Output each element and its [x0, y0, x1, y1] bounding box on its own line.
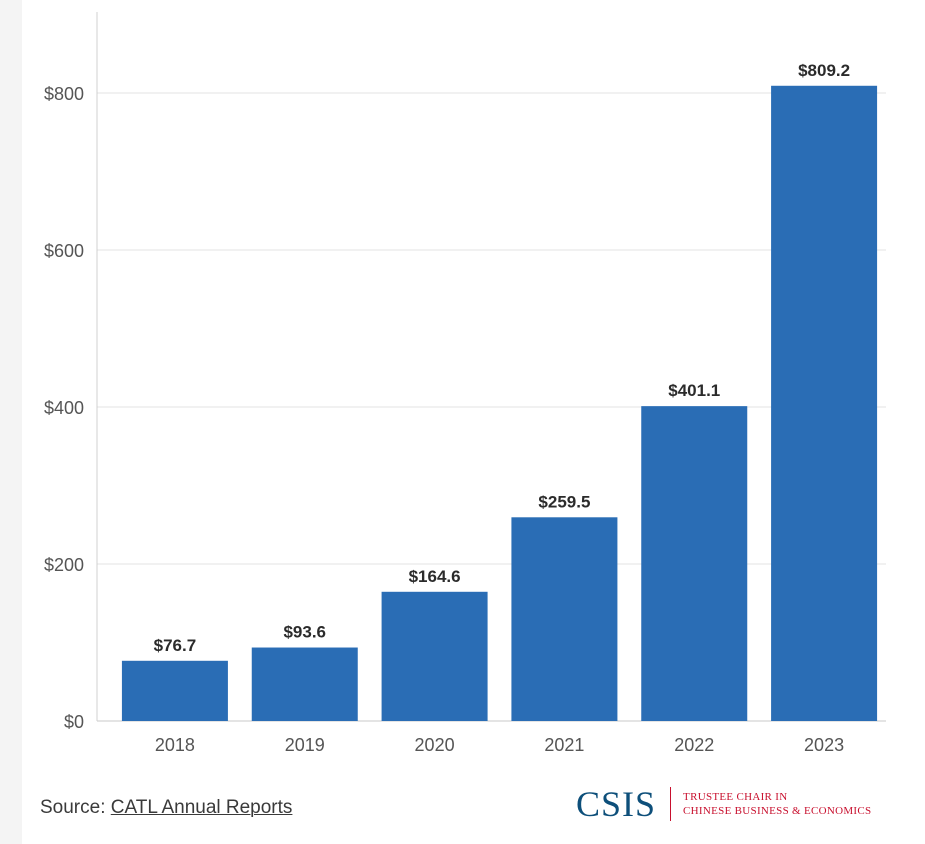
- x-tick-label: 2019: [285, 735, 325, 755]
- bar: [121, 660, 228, 721]
- source-link[interactable]: CATL Annual Reports: [110, 797, 293, 818]
- source-prefix: Source:: [40, 797, 106, 818]
- bar: [381, 591, 488, 721]
- bars: [121, 85, 878, 721]
- logo-line-1: TRUSTEE CHAIR IN: [683, 791, 788, 803]
- bar-value-label: $809.2: [798, 61, 850, 80]
- y-tick-label: $800: [44, 84, 84, 104]
- csis-wordmark: CSIS: [576, 784, 657, 824]
- logo-divider: [670, 787, 672, 821]
- x-tick-label: 2020: [415, 735, 455, 755]
- logo-line-2: CHINESE BUSINESS & ECONOMICS: [683, 805, 872, 817]
- x-tick-label: 2022: [674, 735, 714, 755]
- tick-labels: $0 $200 $400 $600 $800 2018 2019 2020 2021 2022 20…: [44, 84, 844, 755]
- data-labels: $76.7 $93.6 $164.6 $259.5 $401.1 $809.2: [154, 61, 850, 655]
- y-tick-label: $400: [44, 398, 84, 418]
- source-note: Source: CATL Annual Reports: [40, 797, 292, 819]
- gridlines: [97, 92, 886, 722]
- bar: [641, 406, 748, 721]
- bar-value-label: $259.5: [538, 492, 590, 511]
- bar: [251, 647, 358, 721]
- bar-value-label: $164.6: [409, 567, 461, 586]
- y-tick-label: $0: [64, 712, 84, 732]
- bar-value-label: $76.7: [154, 636, 197, 655]
- x-tick-label: 2021: [544, 735, 584, 755]
- logo-chair-text: TRUSTEE CHAIR IN CHINESE BUSINESS & ECON…: [683, 790, 871, 818]
- csis-logo[interactable]: CSIS TRUSTEE CHAIR IN CHINESE BUSINESS &…: [576, 784, 871, 824]
- x-tick-label: 2023: [804, 735, 844, 755]
- bar: [511, 517, 618, 721]
- x-tick-label: 2018: [155, 735, 195, 755]
- y-tick-label: $200: [44, 555, 84, 575]
- bar-chart: $76.7 $93.6 $164.6 $259.5 $401.1 $809.2 $0 $20…: [44, 12, 886, 755]
- y-tick-label: $600: [44, 241, 84, 261]
- bar-value-label: $93.6: [283, 623, 326, 642]
- bar: [771, 85, 878, 721]
- bar-value-label: $401.1: [668, 381, 720, 400]
